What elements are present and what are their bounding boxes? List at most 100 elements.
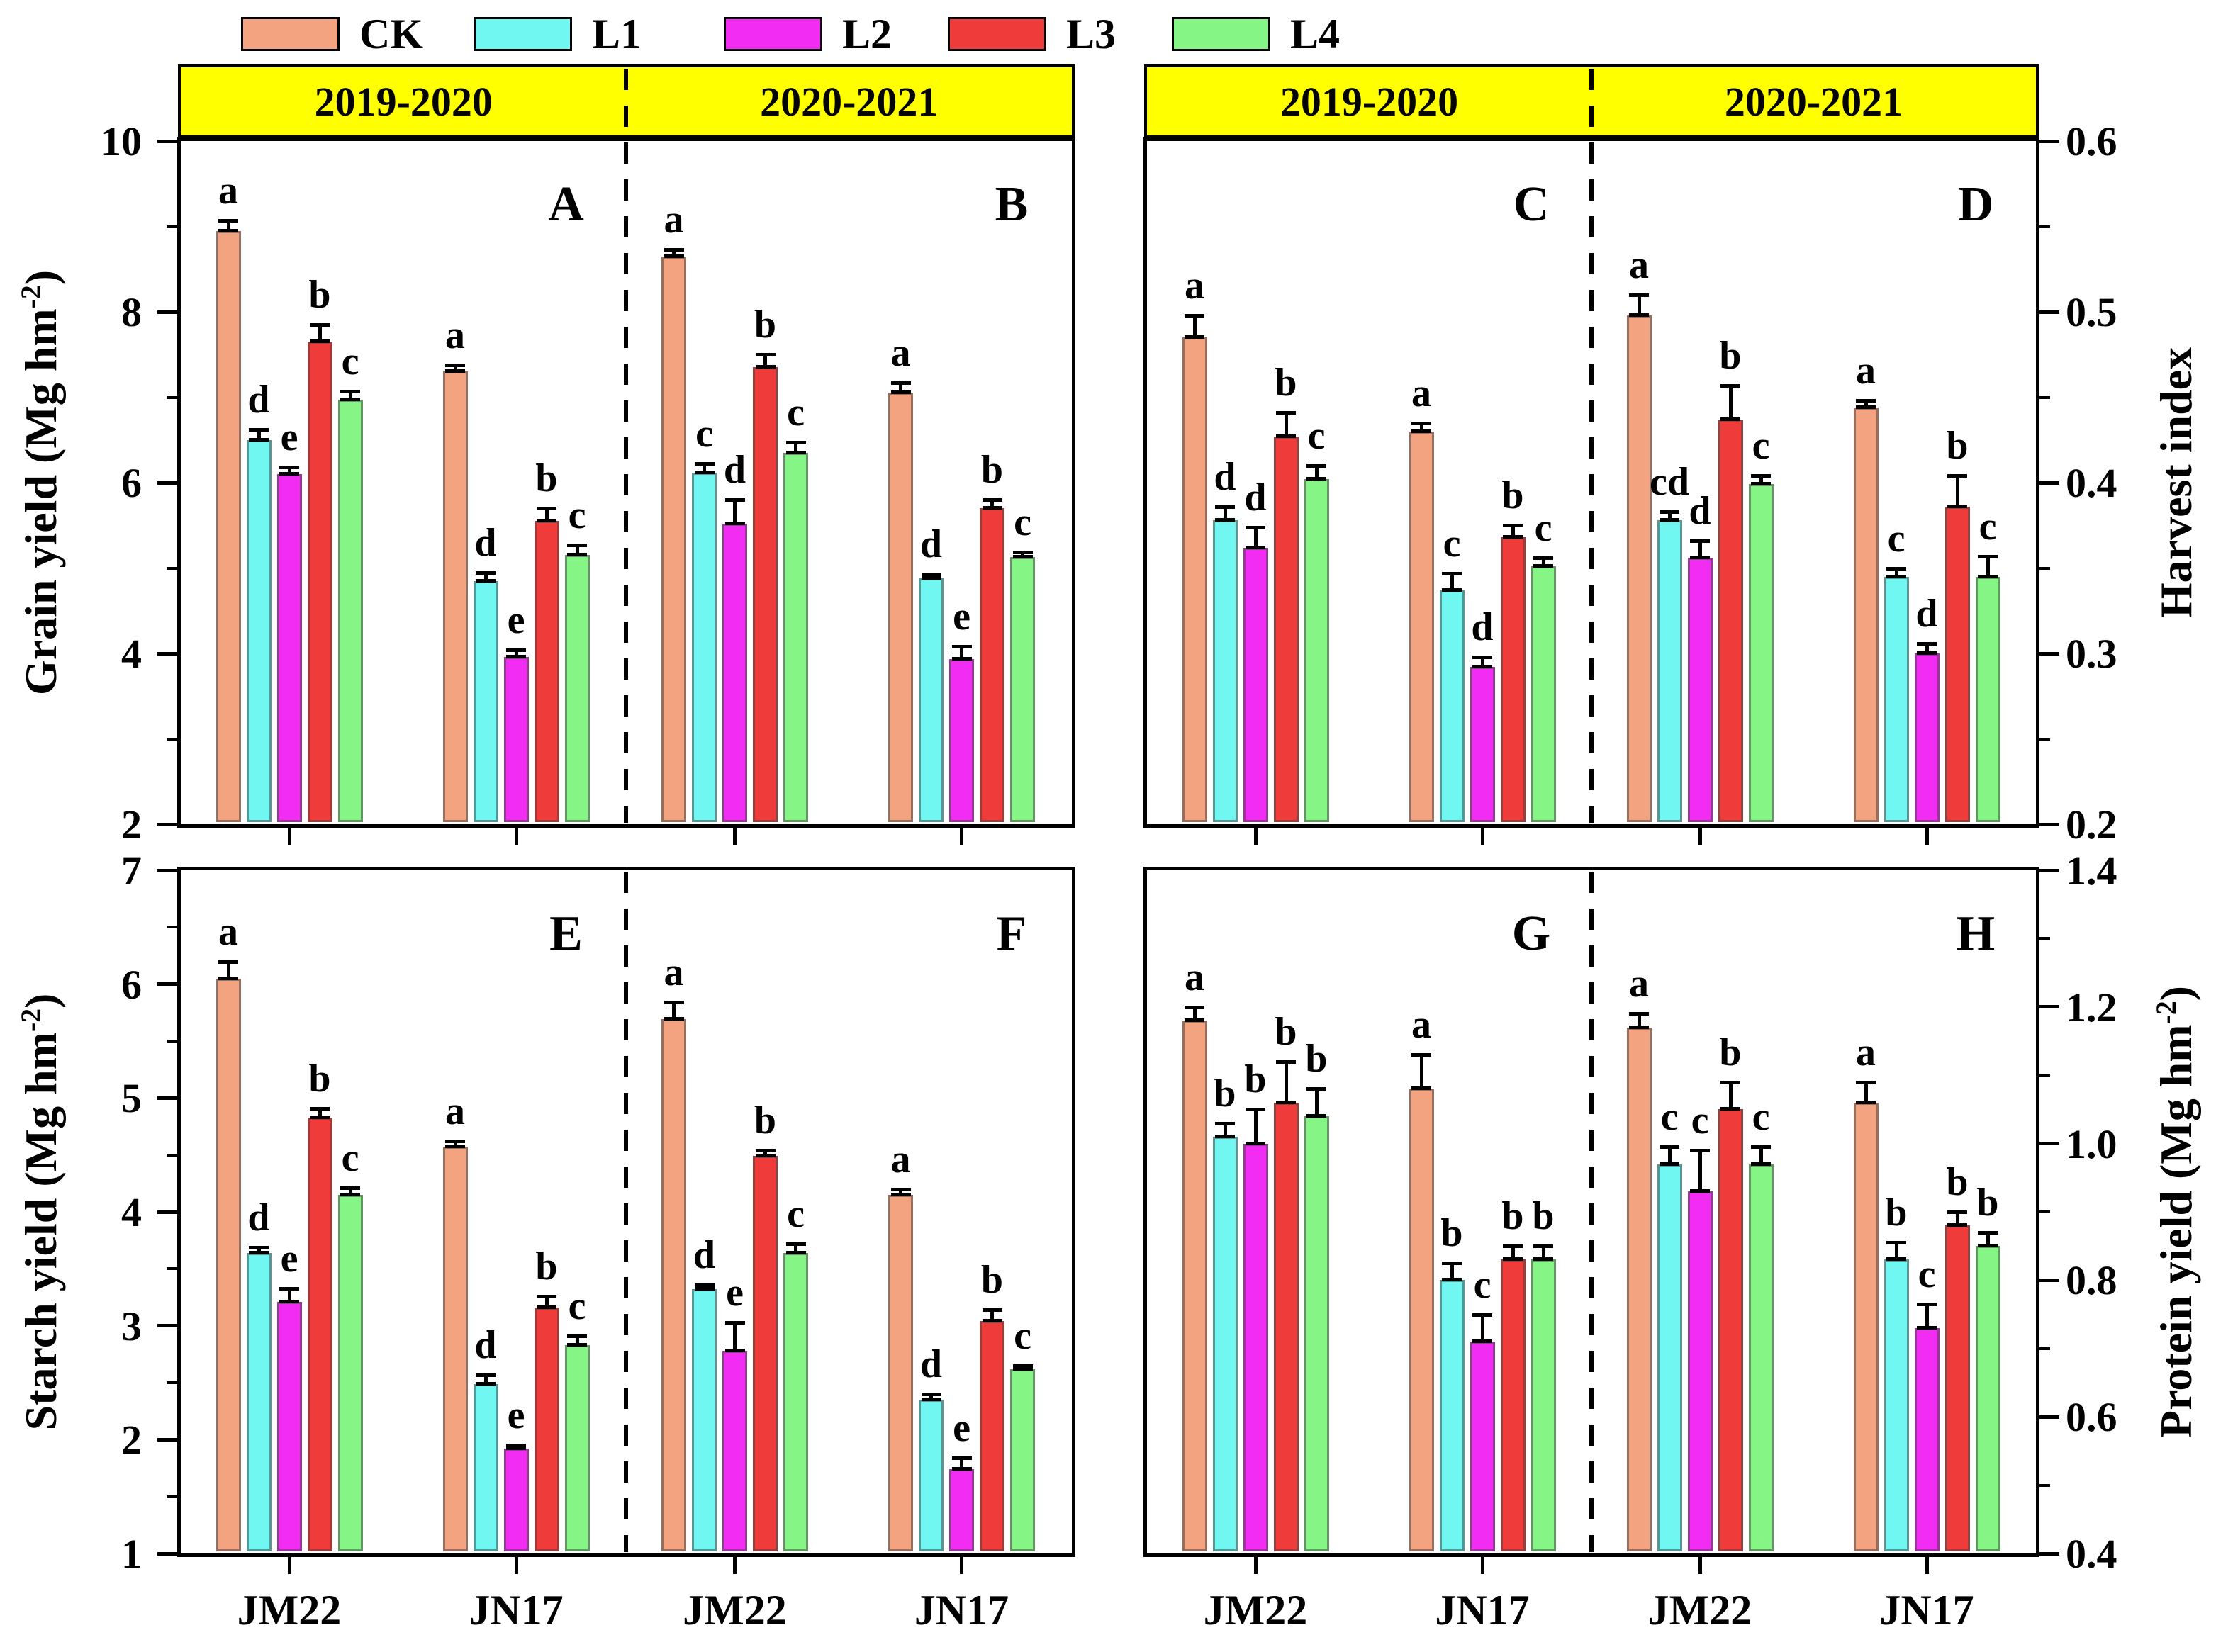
significance-letter: d bbox=[723, 448, 746, 493]
error-bar bbox=[348, 1188, 352, 1195]
bar-D-JM22-L3 bbox=[1718, 419, 1743, 822]
significance-letter: a bbox=[1629, 962, 1649, 1006]
error-bar bbox=[287, 1288, 291, 1302]
bar-H-JM22-L4 bbox=[1748, 1164, 1774, 1551]
significance-letter: e bbox=[507, 598, 525, 643]
bar-A-JM22-L1 bbox=[246, 439, 272, 822]
x-tick bbox=[1925, 1557, 1929, 1574]
error-bar-cap bbox=[921, 1393, 941, 1397]
error-bar-cap bbox=[279, 466, 299, 470]
error-bar-cap bbox=[1690, 1189, 1710, 1193]
error-bar-cap bbox=[724, 521, 745, 525]
y-tick-label: 0.2 bbox=[2066, 802, 2117, 848]
error-bar-cap bbox=[537, 519, 556, 523]
error-bar-cap bbox=[664, 248, 684, 252]
error-bar bbox=[1986, 1232, 1990, 1247]
error-bar-cap bbox=[694, 462, 715, 466]
x-tick bbox=[733, 828, 737, 845]
error-bar-cap bbox=[785, 1250, 806, 1254]
error-bar bbox=[703, 1284, 706, 1290]
error-bar-cap bbox=[537, 1294, 556, 1298]
significance-letter: b bbox=[1719, 333, 1742, 378]
significance-letter: a bbox=[1629, 242, 1649, 287]
panel-label-B: B bbox=[995, 177, 1029, 232]
significance-letter: c bbox=[1473, 1262, 1492, 1307]
error-bar bbox=[348, 391, 352, 400]
error-bar bbox=[1480, 656, 1484, 668]
error-bar-cap bbox=[1215, 1121, 1235, 1125]
bar-F-JM22-CK bbox=[661, 1019, 686, 1551]
error-bar-cap bbox=[310, 1106, 330, 1111]
panel-label-A: A bbox=[548, 177, 584, 232]
bar-B-JN17-L4 bbox=[1010, 556, 1035, 822]
error-bar-cap bbox=[1629, 1025, 1649, 1029]
error-bar-cap bbox=[476, 1373, 496, 1377]
error-bar bbox=[257, 1247, 261, 1253]
y-tick-label: 1 bbox=[121, 1531, 142, 1577]
significance-letter: b bbox=[1305, 1037, 1328, 1081]
error-bar bbox=[1728, 1081, 1733, 1110]
y-tick-label: 2 bbox=[121, 1417, 142, 1463]
error-bar-cap bbox=[567, 543, 587, 547]
y-major-tick bbox=[2038, 310, 2059, 314]
significance-letter: e bbox=[280, 1236, 298, 1281]
significance-letter: a bbox=[1185, 955, 1204, 999]
bar-F-JN17-CK bbox=[888, 1194, 913, 1551]
error-bar-cap bbox=[982, 498, 1002, 502]
dashed-divider bbox=[1589, 69, 1594, 823]
significance-letter: d bbox=[1244, 475, 1267, 519]
error-bar-cap bbox=[951, 1467, 972, 1471]
y-major-tick bbox=[2038, 1142, 2059, 1146]
error-bar-cap bbox=[537, 507, 556, 511]
significance-letter: b bbox=[1946, 424, 1969, 468]
significance-letter: e bbox=[280, 415, 298, 460]
error-bar-cap bbox=[310, 339, 330, 344]
y-tick-label: 7 bbox=[121, 848, 142, 894]
bar-G-JM22-L2 bbox=[1243, 1143, 1268, 1551]
error-bar-cap bbox=[1856, 1080, 1876, 1084]
bar-C-JN17-L3 bbox=[1500, 537, 1526, 822]
error-bar-cap bbox=[1185, 1005, 1204, 1009]
significance-letter: c bbox=[341, 1136, 359, 1181]
error-bar-cap bbox=[1472, 655, 1492, 659]
error-bar bbox=[1511, 1246, 1515, 1260]
bar-D-JM22-L4 bbox=[1748, 484, 1774, 822]
significance-letter: b bbox=[535, 456, 558, 501]
error-bar-cap bbox=[1442, 588, 1462, 592]
error-bar-cap bbox=[1917, 651, 1937, 655]
bar-B-JM22-CK bbox=[661, 256, 686, 822]
error-bar-cap bbox=[1947, 1223, 1967, 1227]
error-bar bbox=[1541, 558, 1545, 567]
error-bar bbox=[1253, 527, 1258, 548]
year-header-cell: 2020-2021 bbox=[1724, 78, 1903, 125]
error-bar bbox=[483, 1374, 488, 1384]
significance-letter: a bbox=[218, 169, 238, 213]
error-bar bbox=[1419, 422, 1423, 432]
error-bar bbox=[1759, 1147, 1763, 1164]
error-bar bbox=[899, 1189, 902, 1195]
y-major-tick bbox=[2038, 481, 2059, 485]
significance-letter: a bbox=[1856, 349, 1876, 393]
y-major-tick bbox=[157, 1551, 179, 1556]
bar-B-JN17-CK bbox=[888, 393, 913, 822]
bar-E-JN17-CK bbox=[442, 1147, 468, 1551]
error-bar-cap bbox=[1751, 1162, 1771, 1166]
error-bar-cap bbox=[218, 976, 238, 980]
bar-C-JN17-CK bbox=[1409, 431, 1434, 822]
bar-C-JM22-L1 bbox=[1212, 520, 1238, 822]
error-bar bbox=[733, 1322, 737, 1351]
significance-letter: c bbox=[787, 390, 805, 435]
error-bar bbox=[287, 467, 291, 474]
bar-B-JM22-L1 bbox=[692, 472, 717, 822]
y-minor-tick bbox=[2038, 937, 2050, 940]
error-bar-cap bbox=[1276, 1100, 1296, 1104]
error-bar bbox=[672, 1002, 676, 1020]
bar-F-JM22-L1 bbox=[692, 1289, 717, 1551]
error-bar-cap bbox=[340, 1192, 360, 1196]
y-tick-label: 0.6 bbox=[2066, 1394, 2117, 1441]
error-bar-cap bbox=[755, 353, 776, 357]
x-tick bbox=[287, 1557, 291, 1574]
y-minor-tick bbox=[2038, 1483, 2050, 1487]
significance-letter: c bbox=[1534, 506, 1552, 551]
legend-label: L4 bbox=[1290, 11, 1341, 57]
